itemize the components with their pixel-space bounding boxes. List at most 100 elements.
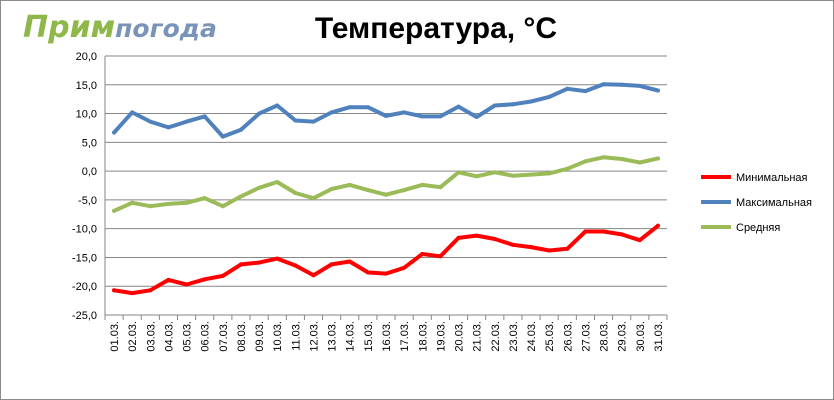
x-tick-label: 05.03.: [182, 321, 194, 352]
data-point: [347, 105, 352, 110]
data-point: [220, 273, 225, 278]
chart-title: Температура, °C: [314, 12, 558, 45]
x-tick-label: 25.03.: [544, 321, 556, 352]
data-point: [293, 118, 298, 123]
x-tick-label: 06.03.: [200, 321, 212, 352]
data-point: [601, 82, 606, 87]
data-point: [148, 119, 153, 124]
x-tick-label: 19.03.: [435, 321, 447, 352]
data-point: [420, 182, 425, 187]
data-point: [275, 256, 280, 261]
data-point: [474, 115, 479, 120]
data-point: [492, 103, 497, 108]
data-point: [402, 110, 407, 115]
data-point: [238, 127, 243, 132]
data-point: [166, 201, 171, 206]
data-point: [655, 223, 660, 228]
data-point: [637, 83, 642, 88]
data-point: [492, 170, 497, 175]
data-point: [655, 156, 660, 161]
data-point: [420, 114, 425, 119]
data-point: [293, 190, 298, 195]
data-point: [420, 251, 425, 256]
x-tick-label: 15.03.: [363, 321, 375, 352]
data-point: [184, 200, 189, 205]
x-tick-label: 21.03.: [472, 321, 484, 352]
x-tick-label: 18.03.: [417, 321, 429, 352]
y-tick-label: -25,0: [72, 310, 97, 322]
x-tick-label: 27.03.: [580, 321, 592, 352]
x-tick-label: 29.03.: [617, 321, 629, 352]
data-point: [202, 114, 207, 119]
logo-text-part2: погода: [115, 14, 217, 43]
data-point: [202, 277, 207, 282]
logo: Примпогода: [23, 13, 217, 43]
data-point: [402, 265, 407, 270]
data-point: [238, 194, 243, 199]
data-point: [311, 196, 316, 201]
x-tick-label: 13.03.: [327, 321, 339, 352]
data-point: [220, 204, 225, 209]
data-point: [347, 182, 352, 187]
x-tick-label: 04.03.: [163, 321, 175, 352]
data-point: [384, 113, 388, 118]
data-point: [529, 99, 534, 104]
data-point: [547, 171, 552, 176]
legend-entry: Средняя: [736, 222, 780, 234]
data-point: [365, 270, 370, 275]
data-point: [565, 166, 570, 171]
data-point: [275, 180, 280, 185]
data-point: [510, 173, 515, 178]
data-point: [583, 159, 588, 164]
data-point: [510, 242, 515, 247]
data-point: [547, 248, 552, 253]
data-point: [220, 134, 225, 139]
x-tick-label: 30.03.: [635, 321, 647, 352]
data-point: [529, 172, 534, 177]
data-point: [583, 89, 588, 94]
data-point: [655, 88, 660, 93]
series-line: [112, 223, 660, 296]
x-tick-label: 16.03.: [381, 321, 393, 352]
data-point: [456, 170, 461, 175]
x-tick-label: 20.03.: [454, 321, 466, 352]
x-tick-label: 28.03.: [599, 321, 611, 352]
x-tick-label: 24.03.: [526, 321, 538, 352]
data-point: [583, 229, 588, 234]
data-point: [166, 125, 171, 130]
y-tick-label: 10,0: [76, 109, 97, 121]
data-point: [130, 110, 135, 115]
data-point: [311, 119, 316, 124]
data-point: [384, 192, 388, 197]
x-tick-label: 14.03.: [345, 321, 357, 352]
data-point: [112, 130, 117, 135]
data-point: [492, 237, 497, 242]
x-tick-label: 10.03.: [272, 321, 284, 352]
y-tick-label: 20,0: [76, 51, 97, 63]
data-point: [601, 229, 606, 234]
data-point: [474, 233, 479, 238]
x-tick-label: 26.03.: [562, 321, 574, 352]
x-tick-label: 09.03.: [254, 321, 266, 352]
series-line: [112, 82, 660, 139]
data-point: [329, 262, 334, 267]
x-tick-label: 22.03.: [490, 321, 502, 352]
data-point: [365, 188, 370, 193]
data-point: [529, 245, 534, 250]
data-point: [347, 259, 352, 264]
data-point: [402, 188, 407, 193]
data-point: [148, 288, 153, 293]
logo-text-part1: Прим: [23, 10, 116, 45]
data-point: [601, 155, 606, 160]
y-tick-label: -15,0: [72, 252, 97, 264]
data-point: [565, 246, 570, 251]
data-point: [238, 262, 243, 267]
data-point: [275, 103, 280, 108]
x-tick-label: 11.03.: [290, 321, 302, 351]
x-tick-label: 07.03.: [218, 321, 230, 352]
series-line: [112, 155, 660, 213]
data-point: [202, 196, 207, 201]
x-tick-label: 02.03.: [127, 321, 139, 352]
data-point: [637, 238, 642, 243]
